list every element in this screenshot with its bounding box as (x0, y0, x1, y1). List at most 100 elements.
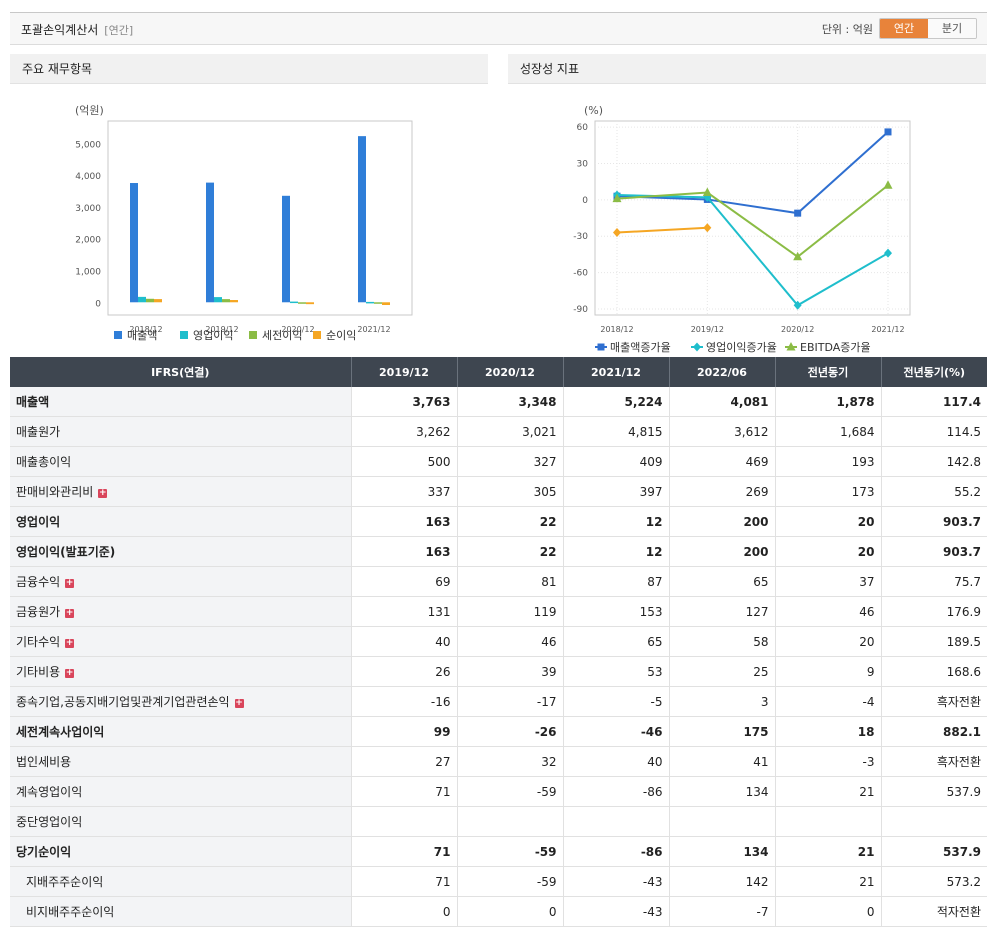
table-cell: 117.4 (880, 387, 987, 417)
table-cell: 26 (350, 656, 457, 687)
legend-marker (786, 342, 796, 351)
table-row: 당기순이익 71 -59 -86 134 21 537.9 (10, 836, 987, 867)
table-cell: 87 (562, 566, 669, 597)
expand-plus-icon[interactable]: + (98, 488, 108, 498)
data-point-3 (613, 228, 621, 238)
statement-header: 포괄손익계산서 [연간] 단위 : 억원 연간 분기 (10, 12, 987, 45)
key-items-bar-chart: (억원) 0 1,000 2,000 3,000 4,000 5,000 2018/12 201… (75, 104, 413, 342)
table-cell: 173 (774, 476, 881, 507)
period-toggle[interactable]: 연간 분기 (879, 18, 977, 39)
table-cell: 3,021 (456, 416, 563, 447)
bar-3 (154, 299, 162, 303)
table-cell: -59 (456, 866, 563, 897)
bar-2 (374, 302, 382, 304)
quarterly-tab[interactable]: 분기 (928, 19, 976, 38)
data-point-1 (884, 248, 892, 258)
bar-3 (306, 302, 314, 305)
legend-label: 영업이익 (193, 329, 233, 342)
table-cell (774, 806, 881, 837)
table-cell: 46 (774, 596, 881, 627)
x-tick-label: 2019/12 (691, 325, 724, 334)
table-cell: -5 (562, 686, 669, 717)
table-cell: 41 (668, 746, 775, 777)
column-header-basis: IFRS(연결) (10, 357, 351, 387)
row-label: 세전계속사업이익 (10, 716, 351, 747)
table-cell: 12 (562, 506, 669, 537)
table-cell: 65 (668, 566, 775, 597)
data-point-3 (703, 223, 712, 233)
table-cell: 39 (456, 656, 563, 687)
table-cell: -7 (668, 896, 775, 927)
table-row: 기타비용 +26 39 53 25 9 168.6 (10, 656, 987, 687)
expand-plus-icon[interactable]: + (65, 668, 75, 678)
table-cell: 53 (562, 656, 669, 687)
expand-plus-icon[interactable]: + (65, 578, 75, 588)
table-cell: 175 (668, 716, 775, 747)
bar-0 (130, 183, 138, 303)
statement-title-text: 포괄손익계산서 (21, 23, 99, 37)
table-cell: 200 (668, 506, 775, 537)
table-cell (668, 806, 775, 837)
y-tick-label: -90 (573, 305, 588, 315)
table-cell: 흑자전환 (880, 746, 987, 777)
table-cell: -46 (562, 716, 669, 747)
table-cell: 20 (774, 506, 881, 537)
table-cell: 46 (456, 626, 563, 657)
table-cell: 327 (456, 446, 563, 477)
table-cell: 882.1 (880, 716, 987, 747)
table-cell: 127 (668, 596, 775, 627)
table-cell: 337 (350, 476, 457, 507)
row-label: 판매비와관리비 + (10, 476, 351, 507)
row-label-text: 매출액 (16, 395, 50, 409)
table-cell (880, 806, 987, 837)
row-label-text: 기타비용 (16, 665, 61, 679)
column-header: 2022/06 (668, 357, 775, 387)
table-row: 법인세비용 27 32 40 41 -3 흑자전환 (10, 746, 987, 777)
row-label-text: 매출총이익 (16, 455, 72, 469)
series-line-3 (616, 226, 708, 234)
table-cell: 168.6 (880, 656, 987, 687)
y-tick-label: 0 (582, 196, 588, 206)
table-cell: 58 (668, 626, 775, 657)
data-point-0 (794, 209, 802, 217)
table-cell: 903.7 (880, 536, 987, 567)
row-label: 매출총이익 (10, 446, 351, 477)
table-cell: 4,081 (668, 387, 775, 417)
row-label-text: 비지배주주순이익 (26, 905, 115, 919)
table-row: 매출액 3,763 3,348 5,224 4,081 1,878 117.4 (10, 387, 987, 417)
table-row: 계속영업이익 71 -59 -86 134 21 537.9 (10, 776, 987, 807)
x-tick-label: 2018/12 (129, 325, 162, 334)
table-cell: 153 (562, 596, 669, 627)
row-label: 종속기업,공동지배기업및관계기업관련손익 + (10, 686, 351, 717)
table-row: 지배주주순이익 71 -59 -43 142 21 573.2 (10, 866, 987, 897)
table-cell: 37 (774, 566, 881, 597)
table-cell: 22 (456, 536, 563, 567)
bar-0 (206, 182, 214, 303)
table-cell: 0 (456, 896, 563, 927)
growth-line-chart: (%) 60 30 0 -30 -60 -90 2018/12 2019/12 2020/12 20… (573, 104, 911, 368)
y-tick-label: 1,000 (75, 267, 101, 277)
table-cell: 131 (350, 596, 457, 627)
bar-2 (298, 302, 306, 304)
legend-marker (597, 343, 605, 351)
table-cell: 189.5 (880, 626, 987, 657)
row-label: 기타비용 + (10, 656, 351, 687)
legend-label: 영업이익증가율 (706, 341, 777, 354)
expand-plus-icon[interactable]: + (65, 608, 75, 618)
legend-swatch (249, 331, 257, 339)
annual-tab[interactable]: 연간 (880, 19, 928, 38)
column-header: 2020/12 (456, 357, 563, 387)
unit-label: 단위 : 억원 (821, 23, 873, 36)
table-cell: 21 (774, 836, 881, 867)
row-label: 비지배주주순이익 (10, 896, 351, 927)
table-row: 세전계속사업이익 99 -26 -46 175 18 882.1 (10, 716, 987, 747)
bar-0 (358, 136, 366, 303)
table-cell: 27 (350, 746, 457, 777)
table-cell: -59 (456, 836, 563, 867)
expand-plus-icon[interactable]: + (65, 638, 75, 648)
table-cell: 20 (774, 536, 881, 567)
table-cell: -43 (562, 866, 669, 897)
expand-plus-icon[interactable]: + (234, 698, 244, 708)
table-cell: 21 (774, 776, 881, 807)
row-label: 기타수익 + (10, 626, 351, 657)
